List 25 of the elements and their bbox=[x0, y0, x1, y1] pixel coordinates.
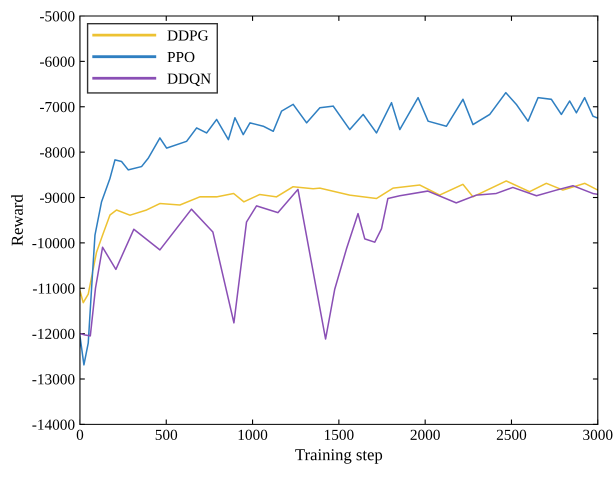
line-series bbox=[80, 92, 598, 366]
x-tick-label: 0 bbox=[76, 430, 84, 440]
y-tick-label: -14000 bbox=[32, 420, 75, 430]
x-tick-label: 1500 bbox=[324, 430, 354, 440]
x-tick-label: 3000 bbox=[583, 430, 612, 440]
y-axis-title: Reward bbox=[11, 194, 23, 246]
y-tick-label: -8000 bbox=[40, 147, 75, 158]
y-tick-label: -11000 bbox=[32, 283, 75, 294]
y-tick-label: -9000 bbox=[40, 192, 75, 203]
line-series bbox=[80, 180, 598, 304]
y-tick-label: -6000 bbox=[40, 56, 75, 67]
x-tick-label: 2000 bbox=[410, 430, 440, 440]
y-tick-label: -13000 bbox=[32, 374, 75, 384]
x-tick-label: 500 bbox=[156, 430, 178, 440]
y-tick-label: -5000 bbox=[40, 11, 75, 22]
y-tick-label: -10000 bbox=[32, 238, 75, 248]
line-series bbox=[80, 184, 598, 340]
legend-label: PPO bbox=[167, 52, 194, 62]
y-tick-label: -7000 bbox=[40, 102, 75, 112]
legend-label: DDPG bbox=[167, 30, 208, 41]
x-tick-label: 2500 bbox=[496, 430, 526, 440]
legend-label: DDQN bbox=[167, 74, 211, 86]
y-tick-label: -12000 bbox=[32, 328, 75, 340]
x-axis-title: Training step bbox=[295, 449, 382, 464]
x-tick-label: 1000 bbox=[238, 430, 268, 440]
